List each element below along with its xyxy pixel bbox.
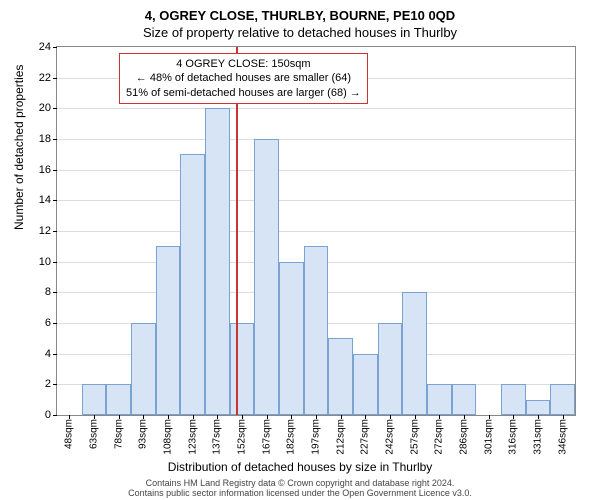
y-axis-label: Number of detached properties (12, 65, 26, 230)
histogram-bar (205, 108, 230, 415)
x-tick-label: 331sqm (533, 419, 544, 455)
y-tick-label: 10 (39, 256, 51, 268)
histogram-bar (82, 384, 107, 415)
chart-footnote: Contains HM Land Registry data © Crown c… (0, 478, 600, 499)
y-tick-label: 14 (39, 194, 51, 206)
x-tick-label: 182sqm (286, 419, 297, 455)
y-tick-label: 0 (45, 409, 51, 421)
histogram-bar (304, 246, 329, 415)
y-tick-mark (53, 47, 57, 48)
chart-title-main: 4, OGREY CLOSE, THURLBY, BOURNE, PE10 0Q… (0, 0, 600, 23)
chart-plot-area: 02468101214161820222448sqm63sqm78sqm93sq… (56, 46, 576, 416)
x-tick-label: 152sqm (237, 419, 248, 455)
footnote-line-2: Contains public sector information licen… (128, 488, 472, 498)
histogram-bar (131, 323, 156, 415)
x-tick-label: 242sqm (385, 419, 396, 455)
x-tick-label: 257sqm (409, 419, 420, 455)
histogram-bar (279, 262, 304, 415)
y-tick-label: 16 (39, 164, 51, 176)
histogram-bar (254, 139, 279, 415)
histogram-bar (156, 246, 181, 415)
histogram-bar (452, 384, 477, 415)
histogram-bar (402, 292, 427, 415)
gridline (57, 231, 575, 232)
y-tick-label: 20 (39, 102, 51, 114)
histogram-bar (378, 323, 403, 415)
y-tick-label: 12 (39, 225, 51, 237)
x-tick-label: 197sqm (311, 419, 322, 455)
x-tick-label: 108sqm (163, 419, 174, 455)
x-axis-label: Distribution of detached houses by size … (0, 460, 600, 474)
histogram-bar (353, 354, 378, 415)
y-tick-mark (53, 415, 57, 416)
callout-line-3: 51% of semi-detached houses are larger (… (126, 86, 361, 100)
histogram-bar (427, 384, 452, 415)
x-tick-label: 227sqm (360, 419, 371, 455)
x-tick-label: 316sqm (508, 419, 519, 455)
y-tick-label: 6 (45, 317, 51, 329)
x-tick-label: 286sqm (459, 419, 470, 455)
histogram-bar (550, 384, 575, 415)
x-tick-label: 63sqm (89, 419, 100, 449)
histogram-bar (180, 154, 205, 415)
x-tick-label: 301sqm (483, 419, 494, 455)
footnote-line-1: Contains HM Land Registry data © Crown c… (146, 478, 455, 488)
callout-line-2: ← 48% of detached houses are smaller (64… (126, 71, 361, 85)
gridline (57, 139, 575, 140)
callout-line-1: 4 OGREY CLOSE: 150sqm (126, 57, 361, 71)
x-tick-label: 93sqm (138, 419, 149, 449)
y-tick-label: 22 (39, 72, 51, 84)
histogram-bar (526, 400, 551, 415)
callout-box: 4 OGREY CLOSE: 150sqm← 48% of detached h… (119, 53, 368, 104)
histogram-bar (328, 338, 353, 415)
gridline (57, 200, 575, 201)
histogram-bar (106, 384, 131, 415)
x-tick-label: 167sqm (261, 419, 272, 455)
histogram-bar (501, 384, 526, 415)
gridline (57, 108, 575, 109)
y-tick-label: 8 (45, 286, 51, 298)
x-tick-label: 137sqm (212, 419, 223, 455)
x-tick-label: 212sqm (335, 419, 346, 455)
histogram-bar (230, 323, 255, 415)
y-tick-label: 4 (45, 348, 51, 360)
chart-title-sub: Size of property relative to detached ho… (0, 23, 600, 40)
x-tick-label: 346sqm (557, 419, 568, 455)
x-tick-label: 78sqm (113, 419, 124, 449)
y-tick-label: 18 (39, 133, 51, 145)
x-tick-label: 48sqm (64, 419, 75, 449)
y-tick-label: 2 (45, 378, 51, 390)
x-tick-label: 123sqm (187, 419, 198, 455)
y-tick-label: 24 (39, 41, 51, 53)
gridline (57, 170, 575, 171)
x-tick-label: 272sqm (434, 419, 445, 455)
